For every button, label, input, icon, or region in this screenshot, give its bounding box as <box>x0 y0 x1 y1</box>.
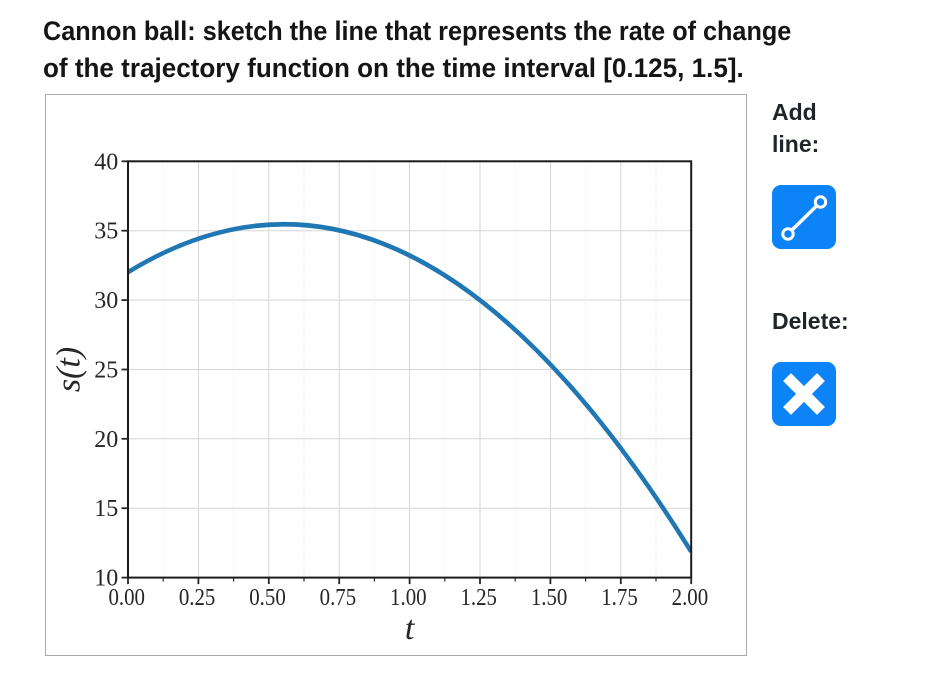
svg-text:25: 25 <box>94 358 118 384</box>
svg-text:15: 15 <box>94 496 118 522</box>
svg-text:0.75: 0.75 <box>320 583 357 610</box>
svg-text:1.75: 1.75 <box>601 583 638 610</box>
svg-text:20: 20 <box>94 427 118 453</box>
svg-text:35: 35 <box>94 219 118 245</box>
svg-text:0.25: 0.25 <box>179 583 216 610</box>
svg-text:1.25: 1.25 <box>460 583 497 610</box>
svg-text:t: t <box>405 610 416 647</box>
svg-text:0.50: 0.50 <box>249 583 286 610</box>
svg-text:s(t): s(t) <box>51 347 88 392</box>
svg-text:40: 40 <box>94 149 118 175</box>
svg-text:1.00: 1.00 <box>390 583 427 610</box>
svg-text:10: 10 <box>94 566 118 592</box>
svg-text:30: 30 <box>94 288 118 314</box>
svg-text:0.00: 0.00 <box>108 583 145 610</box>
svg-text:1.50: 1.50 <box>531 583 568 610</box>
svg-text:2.00: 2.00 <box>672 583 709 610</box>
